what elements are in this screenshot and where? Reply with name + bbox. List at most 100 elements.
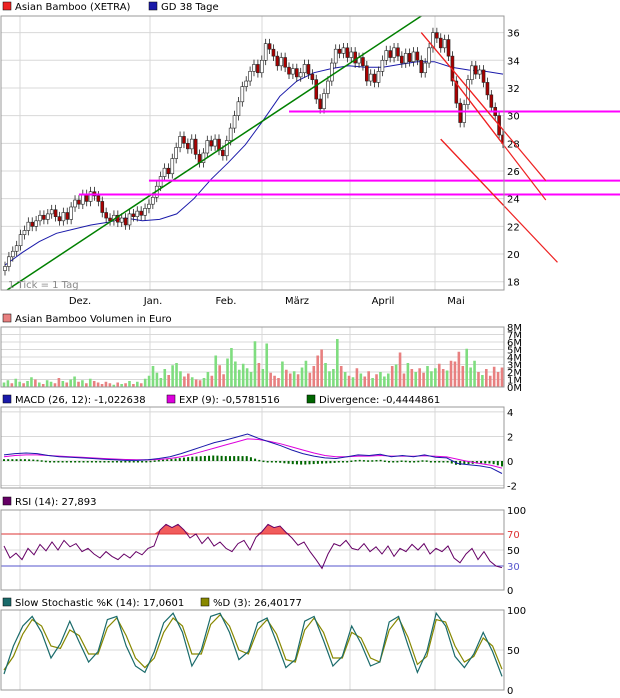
divergence-bar — [312, 461, 315, 465]
candle-body — [263, 43, 268, 61]
candle-body — [287, 66, 291, 75]
volume-bar — [88, 378, 92, 387]
volume-bar — [296, 374, 300, 387]
candle-body — [376, 71, 381, 83]
candle-body — [415, 51, 420, 61]
price-tick-label: 22 — [507, 222, 520, 233]
volume-bar — [488, 375, 492, 387]
volume-bar — [143, 378, 147, 387]
candle-body — [345, 47, 350, 58]
candle-body — [104, 212, 108, 219]
volume-bar — [426, 366, 429, 387]
divergence-bar — [295, 461, 298, 465]
volume-bar — [328, 371, 331, 387]
candle-body — [341, 47, 346, 54]
volume-bar — [6, 380, 10, 387]
volume-tick-label: 0M — [507, 383, 522, 394]
volume-bar — [226, 358, 229, 387]
candle-body — [193, 138, 198, 155]
candle-body — [116, 214, 120, 223]
divergence-bar — [463, 461, 466, 465]
price-panel-frame — [0, 15, 505, 291]
volume-bar — [261, 369, 265, 387]
volume-bar — [61, 381, 65, 387]
volume-bar — [120, 384, 123, 387]
volume-bar — [336, 339, 339, 387]
divergence-bar — [492, 461, 495, 465]
macd-axis: -2 0 2 4 — [507, 408, 517, 493]
legend-label-exp: EXP (9): -0,5781516 — [179, 395, 280, 406]
divergence-bar — [316, 461, 319, 464]
divergence-bar — [82, 461, 85, 463]
divergence-bar — [496, 461, 499, 466]
divergence-bar — [162, 459, 165, 462]
divergence-bar — [157, 460, 160, 462]
candle-body — [22, 230, 27, 235]
volume-bar — [332, 369, 335, 387]
volume-bar — [465, 348, 469, 387]
candle-body — [400, 55, 404, 64]
volume-bar — [257, 363, 261, 387]
volume-bar — [69, 379, 72, 387]
divergence-bar — [212, 455, 215, 461]
volume-tick-label: 7M — [507, 331, 522, 342]
divergence-bar — [408, 461, 411, 463]
candle-body — [73, 199, 77, 208]
divergence-bar — [124, 461, 127, 463]
candle-body — [14, 245, 19, 252]
candle-body — [271, 48, 276, 57]
candle-body — [228, 127, 233, 141]
divergence-bar — [74, 461, 77, 463]
divergence-bar — [270, 461, 273, 463]
divergence-bar — [413, 461, 416, 463]
divergence-bar — [32, 459, 35, 462]
volume-bar — [49, 381, 53, 387]
volume-bar — [383, 376, 386, 387]
stochastic-tick-label: 100 — [507, 606, 526, 617]
divergence-bar — [450, 461, 453, 464]
macd-grid — [1, 407, 504, 488]
candle-body — [326, 80, 330, 94]
candle-body — [178, 136, 182, 148]
divergence-bar — [95, 461, 98, 463]
candle-body — [322, 93, 326, 110]
candle-body — [224, 140, 229, 157]
price-tick-label: 24 — [507, 195, 520, 206]
divergence-bar — [153, 460, 156, 462]
divergence-bar — [208, 455, 211, 461]
volume-bar — [249, 372, 253, 387]
candle-body — [221, 149, 225, 157]
divergence-bar — [308, 461, 311, 465]
macd-line — [3, 433, 503, 474]
candle-body — [213, 138, 217, 147]
volume-bar — [132, 384, 135, 387]
volume-bar — [406, 363, 410, 387]
volume-bar — [202, 378, 206, 387]
volume-bar — [308, 372, 312, 387]
candle-body — [119, 217, 124, 223]
divergence-bar — [19, 459, 22, 461]
tick-note: 1 Tick = 1 Tag — [8, 280, 79, 291]
volume-bar — [26, 381, 29, 387]
volume-bar — [14, 378, 18, 387]
candle-body — [131, 213, 136, 217]
divergence-bar — [400, 460, 403, 462]
candle-body — [244, 80, 249, 87]
volume-bar — [422, 372, 425, 387]
volume-bar — [312, 366, 316, 387]
divergence-bar — [358, 459, 361, 462]
divergence-bar — [325, 461, 328, 464]
divergence-bar — [136, 461, 139, 463]
volume-bar — [386, 373, 390, 387]
candle-body — [61, 212, 66, 222]
volume-bar — [230, 348, 233, 387]
volume-bar — [175, 363, 178, 387]
volume-bar — [147, 375, 151, 387]
candle-body — [259, 59, 264, 74]
divergence-bar — [321, 461, 324, 464]
candle-body — [34, 220, 38, 227]
volume-bar — [394, 364, 398, 387]
volume-bar — [402, 373, 406, 387]
price-tick-label: 18 — [507, 278, 520, 289]
candle-body — [438, 37, 443, 49]
